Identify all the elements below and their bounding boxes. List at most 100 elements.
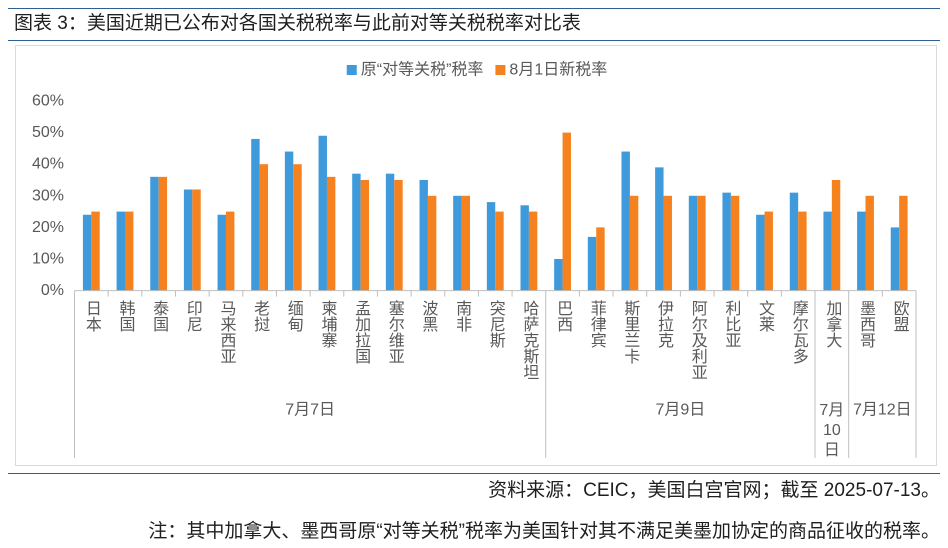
bar-series1-22 bbox=[789, 192, 799, 291]
category-label: 利比亚 bbox=[722, 300, 741, 348]
category-label: 缅甸 bbox=[285, 300, 304, 333]
category-label: 老挝 bbox=[251, 300, 270, 332]
category-label: 阿尔及利亚 bbox=[689, 300, 708, 380]
bar-series1-25 bbox=[890, 227, 900, 291]
bar-series2-22 bbox=[798, 211, 807, 291]
bar-series2-25 bbox=[899, 195, 908, 291]
legend-item: 8月1日新税率 bbox=[495, 61, 607, 79]
bar-series2-12 bbox=[461, 195, 471, 291]
bar-series-2 bbox=[91, 132, 908, 291]
category-label: 哈萨克斯坦 bbox=[520, 300, 539, 380]
y-tick-label: 20% bbox=[32, 219, 64, 236]
bar-series2-3 bbox=[158, 176, 168, 291]
bar-series1-16 bbox=[587, 236, 597, 291]
bar-series2-15 bbox=[562, 132, 571, 291]
bar-series1-17 bbox=[621, 151, 630, 291]
data-source: 资料来源：CEIC，美国白宫官网；截至 2025-07-13。 bbox=[488, 480, 940, 501]
bar-series2-21 bbox=[764, 211, 773, 291]
legend-swatch bbox=[495, 65, 506, 75]
bar-series2-11 bbox=[427, 195, 437, 291]
bar-series2-24 bbox=[865, 195, 874, 291]
bar-series2-18 bbox=[663, 195, 672, 291]
category-label: 加拿大 bbox=[823, 300, 842, 348]
bar-series1-7 bbox=[284, 151, 294, 291]
bar-series2-9 bbox=[360, 180, 370, 291]
group-label: 7月9日 bbox=[655, 402, 705, 419]
category-label: 斯里兰卡 bbox=[621, 300, 640, 364]
bar-series1-23 bbox=[823, 211, 832, 291]
bar-series1-6 bbox=[251, 138, 260, 291]
bar-series1-9 bbox=[352, 173, 361, 291]
category-label: 摩尔瓦多 bbox=[790, 300, 809, 364]
group-label: 7月7日 bbox=[285, 402, 335, 419]
chart-frame bbox=[15, 45, 937, 466]
group-label: 7月12日 bbox=[853, 402, 912, 419]
category-label: 文莱 bbox=[756, 300, 775, 332]
bar-series1-4 bbox=[183, 189, 193, 291]
category-label: 孟加拉国 bbox=[352, 300, 371, 364]
bar-series2-16 bbox=[596, 227, 605, 291]
bar-series1-11 bbox=[419, 180, 428, 291]
y-tick-label: 30% bbox=[32, 187, 64, 204]
category-label: 伊拉克 bbox=[655, 300, 674, 349]
bar-series1-19 bbox=[688, 195, 698, 291]
bar-series1-14 bbox=[520, 205, 529, 291]
y-tick-label: 50% bbox=[32, 124, 64, 141]
bar-series2-6 bbox=[259, 164, 269, 291]
legend-label: 原“对等关税”税率 bbox=[361, 61, 484, 79]
bar-series2-13 bbox=[495, 211, 504, 291]
bar-series1-3 bbox=[150, 176, 159, 291]
category-label: 墨西哥 bbox=[857, 300, 876, 348]
category-label: 泰国 bbox=[150, 300, 169, 332]
y-tick-label: 60% bbox=[32, 93, 64, 110]
bar-series2-8 bbox=[326, 176, 336, 291]
legend-swatch bbox=[346, 65, 357, 75]
category-label: 印尼 bbox=[184, 300, 203, 332]
legend-item: 原“对等关税”税率 bbox=[346, 61, 484, 79]
y-tick-label: 0% bbox=[41, 282, 64, 299]
group-label: 7月 10 日 bbox=[819, 402, 844, 459]
y-tick-label: 10% bbox=[32, 251, 64, 268]
category-label: 菲律宾 bbox=[588, 300, 607, 348]
category-label: 日本 bbox=[83, 300, 102, 332]
category-label: 韩国 bbox=[116, 300, 135, 332]
bar-series2-4 bbox=[192, 189, 201, 291]
bar-series1-15 bbox=[554, 259, 563, 291]
x-axis: 日本 韩国 泰国 印尼 马来西亚 老挝 缅甸 柬埔寨 孟加拉国 塞尔维亚 波黑 南非 突尼斯 哈萨克斯坦巴… bbox=[74, 290, 917, 459]
bar-series2-2 bbox=[124, 211, 134, 291]
bar-series2-1 bbox=[91, 211, 100, 291]
bar-series-1 bbox=[82, 135, 900, 291]
category-label: 塞尔维亚 bbox=[386, 300, 405, 364]
bar-series1-12 bbox=[453, 195, 462, 291]
bar-series2-17 bbox=[629, 195, 639, 291]
bar-series1-21 bbox=[756, 214, 765, 291]
bar-series1-13 bbox=[486, 202, 496, 291]
bar-series2-23 bbox=[831, 180, 841, 291]
bar-series1-5 bbox=[217, 214, 226, 291]
bar-series1-8 bbox=[318, 135, 327, 291]
bar-series1-18 bbox=[655, 167, 664, 291]
bar-series1-1 bbox=[82, 214, 92, 291]
bar-series2-19 bbox=[697, 195, 706, 291]
category-label: 突尼斯 bbox=[487, 300, 506, 349]
y-axis: 0% 10% 20% 30% 40% 50% 60% bbox=[32, 93, 64, 300]
category-label: 巴西 bbox=[554, 300, 573, 332]
bar-series2-5 bbox=[225, 211, 235, 291]
legend: 原“对等关税”税率 8月1日新税率 bbox=[346, 61, 607, 79]
category-label: 波黑 bbox=[419, 300, 438, 332]
bar-series1-2 bbox=[116, 211, 125, 291]
figure-note: 注：其中加拿大、墨西哥原“对等关税”税率为美国针对其不满足美墨加协定的商品征收的… bbox=[148, 521, 940, 542]
figure-caption: 图表 3：美国近期已公布对各国关税税率与此前对等关税税率对比表 bbox=[14, 13, 581, 34]
category-label: 马来西亚 bbox=[217, 300, 236, 364]
bar-series2-14 bbox=[528, 211, 538, 291]
bar-series2-7 bbox=[293, 164, 302, 291]
legend-label: 8月1日新税率 bbox=[509, 61, 607, 79]
y-tick-label: 40% bbox=[32, 156, 64, 173]
bar-series1-20 bbox=[722, 192, 731, 291]
bar-series2-10 bbox=[394, 180, 403, 291]
bar-series2-20 bbox=[730, 195, 740, 291]
bar-series1-24 bbox=[857, 211, 866, 291]
bar-series1-10 bbox=[385, 173, 395, 291]
